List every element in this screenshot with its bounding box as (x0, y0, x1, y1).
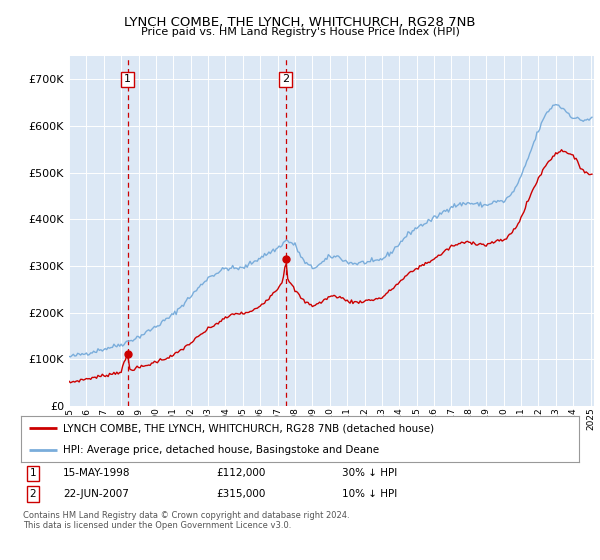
Text: 10% ↓ HPI: 10% ↓ HPI (342, 489, 397, 499)
Text: £315,000: £315,000 (216, 489, 265, 499)
Text: LYNCH COMBE, THE LYNCH, WHITCHURCH, RG28 7NB (detached house): LYNCH COMBE, THE LYNCH, WHITCHURCH, RG28… (63, 423, 434, 433)
Text: HPI: Average price, detached house, Basingstoke and Deane: HPI: Average price, detached house, Basi… (63, 445, 379, 455)
Text: £112,000: £112,000 (216, 468, 265, 478)
Text: 1: 1 (124, 74, 131, 85)
Text: 2: 2 (282, 74, 289, 85)
Text: 30% ↓ HPI: 30% ↓ HPI (342, 468, 397, 478)
Text: Price paid vs. HM Land Registry's House Price Index (HPI): Price paid vs. HM Land Registry's House … (140, 27, 460, 37)
Text: 22-JUN-2007: 22-JUN-2007 (63, 489, 129, 499)
Text: 1: 1 (29, 468, 37, 478)
Text: 2: 2 (29, 489, 37, 499)
Text: 15-MAY-1998: 15-MAY-1998 (63, 468, 131, 478)
Text: LYNCH COMBE, THE LYNCH, WHITCHURCH, RG28 7NB: LYNCH COMBE, THE LYNCH, WHITCHURCH, RG28… (124, 16, 476, 29)
Text: Contains HM Land Registry data © Crown copyright and database right 2024.
This d: Contains HM Land Registry data © Crown c… (23, 511, 349, 530)
